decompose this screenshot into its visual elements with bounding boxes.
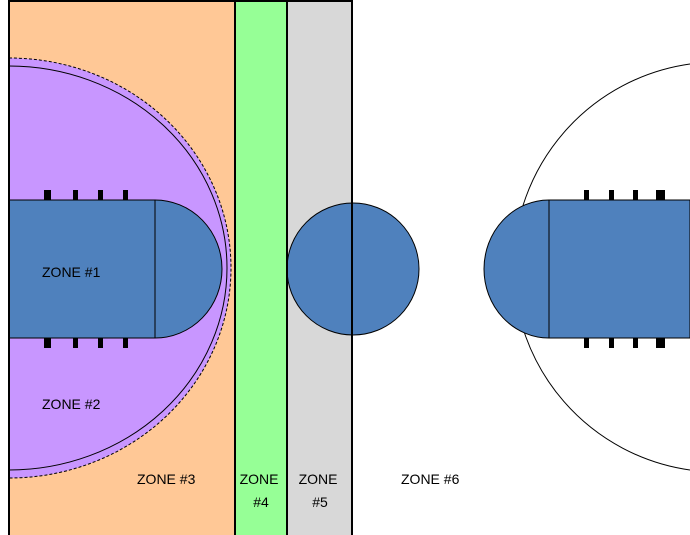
zone-5-label: ZONE #5 bbox=[299, 471, 342, 510]
right-key bbox=[483, 199, 690, 339]
zone-1-label: ZONE #1 bbox=[42, 264, 101, 280]
left-lane-hash-marks bbox=[44, 190, 128, 348]
right-lane-hash-marks bbox=[584, 190, 665, 348]
zone-boundary-lines bbox=[8, 0, 353, 535]
zone-4-label: ZONE #4 bbox=[240, 471, 283, 510]
zone-3-label: ZONE #3 bbox=[137, 471, 196, 487]
zone-6-label: ZONE #6 bbox=[401, 471, 460, 487]
zone-2-inner-arc bbox=[8, 65, 228, 471]
zone-2-label: ZONE #2 bbox=[42, 396, 101, 412]
zone-4-area bbox=[235, 0, 287, 535]
left-key bbox=[8, 199, 223, 339]
